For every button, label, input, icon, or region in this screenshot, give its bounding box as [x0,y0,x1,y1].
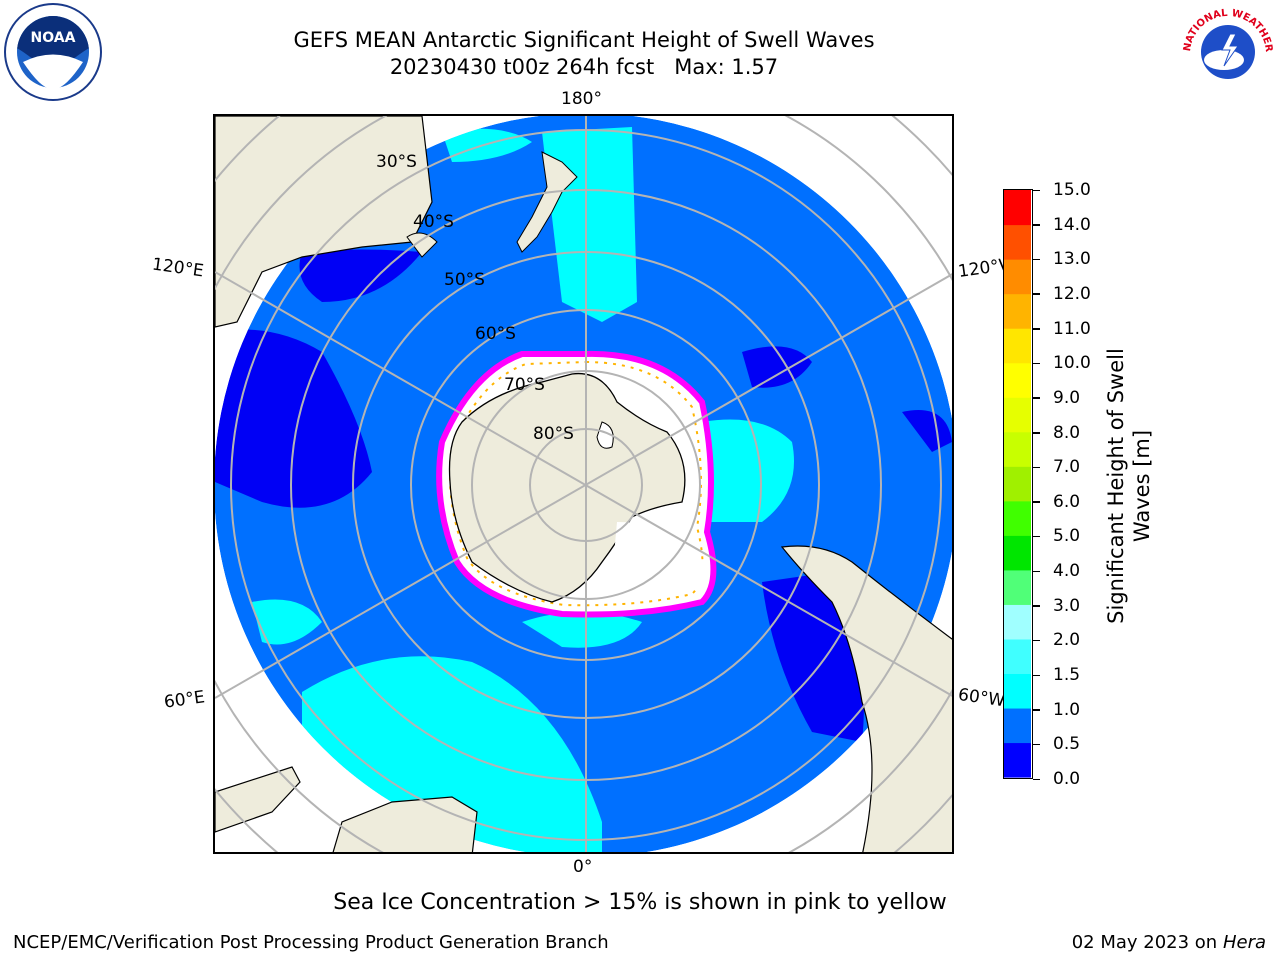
colorbar-segment [1004,259,1031,295]
antarctica-land [448,372,686,603]
colorbar-tick-label: 4.0 [1053,561,1081,582]
tasmania-land [406,232,438,258]
colorbar-tick-mark [1033,743,1040,746]
colorbar-segment [1004,742,1031,778]
colorbar-tick-mark [1033,432,1040,434]
colorbar-tick-label: 0.5 [1053,734,1081,755]
colorbar-tick-mark [1033,258,1040,261]
colorbar-tick-mark [1033,224,1040,226]
colorbar-tick-label: 13.0 [1053,249,1091,270]
colorbar-tick-mark [1033,778,1040,780]
colorbar-tick-label: 3.0 [1053,595,1081,616]
lon-label-120e: 120°E [150,254,205,282]
colorbar-tick-mark [1033,709,1040,711]
south-america-land [780,545,952,852]
colorbar-segment [1004,397,1031,433]
colorbar-tick-mark [1033,535,1040,538]
lon-label-180: 180° [561,89,602,109]
swell-low-region [742,346,812,388]
colorbar-segment [1004,190,1031,226]
colorbar-tick-label: 5.0 [1053,526,1081,547]
ross-ice-shelf [596,421,614,449]
colorbar-segment [1004,362,1031,398]
colorbar-tick-mark [1033,501,1040,503]
sea-ice-note: Sea Ice Concentration > 15% is shown in … [333,890,947,915]
new-zealand-land [516,151,578,253]
map-subtitle: 20230430 t00z 264h fcst Max: 1.57 [389,55,779,79]
colorbar-tick-mark [1033,674,1040,677]
map-title: GEFS MEAN Antarctic Significant Height o… [293,28,875,52]
colorbar-tick-mark [1033,362,1040,365]
colorbar-tick-mark [1033,293,1040,295]
nws-logo: NATIONAL WEATHER SERVICE [1178,0,1274,96]
swell-low-region [902,410,952,452]
lon-label-60w: 60°W [956,684,1006,712]
colorbar-tick-label: 10.0 [1053,353,1091,374]
colorbar-tick-label: 14.0 [1053,214,1091,235]
colorbar-segment [1004,500,1031,536]
lon-label-60e: 60°E [162,687,207,713]
colorbar-segment [1004,707,1031,744]
swell-low-region [215,329,372,508]
colorbar-segment [1004,466,1031,502]
colorbar-tick-mark [1033,570,1040,573]
colorbar-segment [1004,673,1031,709]
footer-date: 02 May 2023 on Hera [1072,932,1266,953]
lat-label: 50°S [444,270,485,290]
colorbar-tick-mark [1033,605,1040,607]
lat-label: 70°S [504,375,545,395]
noaa-logo-text: NOAA [31,30,76,46]
colorbar-segment [1004,604,1031,640]
colorbar-segment [1004,224,1031,260]
lat-label: 80°S [533,424,574,444]
colorbar-tick-label: 11.0 [1053,318,1091,339]
footer-host: Hera [1222,932,1266,953]
footer-branch: NCEP/EMC/Verification Post Processing Pr… [13,932,609,953]
polar-map [213,114,954,854]
swell-high-region [442,128,532,162]
weddell-sea-ice [612,522,706,589]
colorbar-tick-label: 1.0 [1053,699,1081,720]
colorbar-tick-mark [1033,466,1040,469]
graticule [215,116,952,852]
swell-high-region [252,599,322,645]
colorbar-tick-mark [1033,397,1040,399]
colorbar-segment [1004,293,1031,329]
colorbar-segment [1004,328,1031,364]
colorbar-tick-label: 1.5 [1053,665,1081,686]
lat-label: 40°S [413,212,454,232]
lat-label: 60°S [475,324,516,344]
colorbar-segment [1004,535,1031,571]
australia-land [215,116,433,328]
colorbar-tick-mark [1033,189,1040,191]
colorbar-tick-mark [1033,639,1040,642]
colorbar-tick-mark [1033,328,1040,330]
swell-high-region [702,419,794,522]
colorbar-tick-label: 12.0 [1053,283,1091,304]
footer-date-text: 02 May 2023 on [1071,932,1218,953]
colorbar-tick-label: 9.0 [1053,387,1081,408]
colorbar [1003,189,1033,779]
lon-label-0: 0° [573,857,593,877]
colorbar-segment [1004,569,1031,605]
africa-land [332,796,478,852]
colorbar-segment [1004,638,1031,675]
swell-high-region [522,612,642,648]
colorbar-tick-label: 6.0 [1053,491,1081,512]
noaa-logo: NOAA [4,3,102,101]
lat-label: 30°S [376,152,417,172]
colorbar-segment [1004,431,1031,467]
colorbar-tick-label: 2.0 [1053,630,1081,651]
colorbar-tick-label: 0.0 [1053,769,1081,789]
colorbar-tick-label: 7.0 [1053,457,1081,478]
colorbar-tick-label: 15.0 [1053,180,1091,200]
colorbar-tick-label: 8.0 [1053,422,1081,443]
polar-map-svg [215,116,952,852]
colorbar-label: Significant Height of Swell Waves [m] [1104,348,1154,624]
